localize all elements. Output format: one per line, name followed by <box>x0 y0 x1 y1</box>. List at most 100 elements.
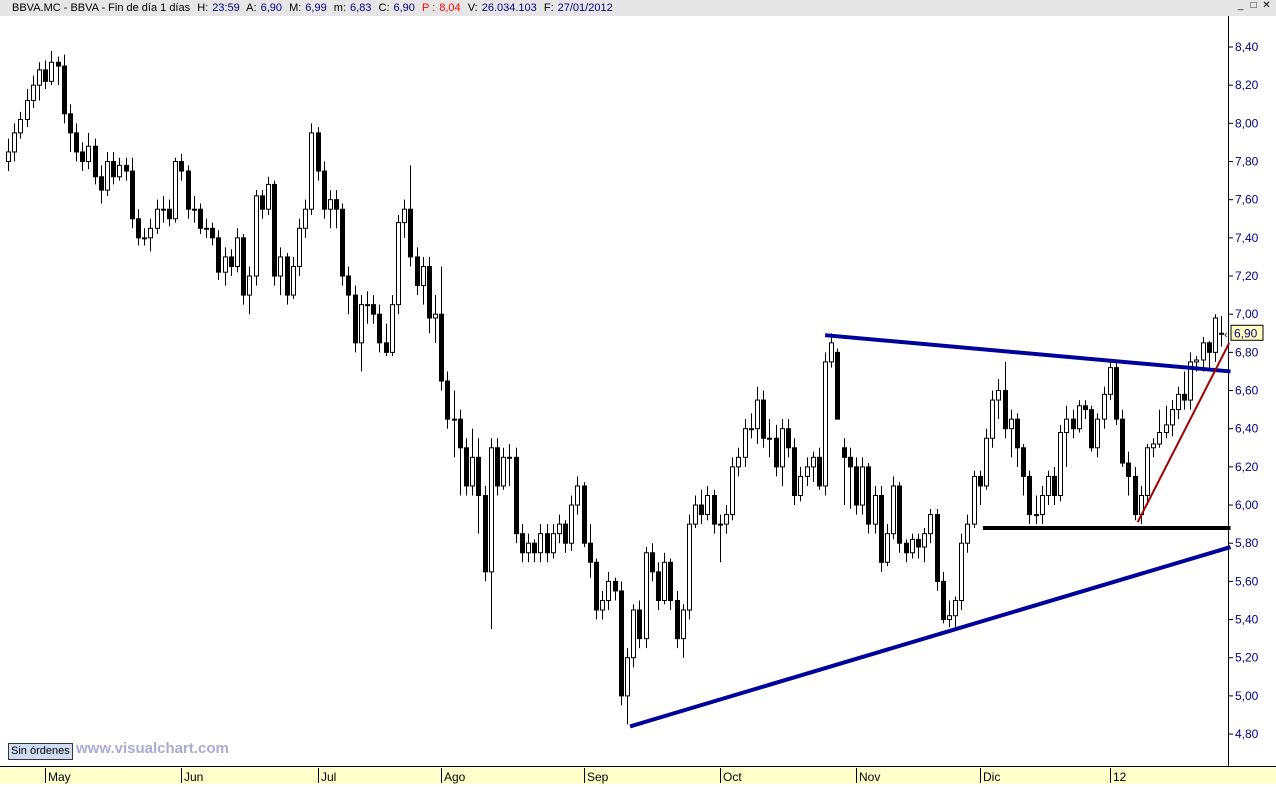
candle-up <box>829 342 834 363</box>
candle-up <box>6 151 11 163</box>
candle-up <box>365 304 370 307</box>
candle-down <box>842 447 847 458</box>
symbol-label: BBVA.MC - BBVA - Fin de día 1 días <box>12 2 191 14</box>
trendline-support[interactable] <box>629 545 1232 729</box>
candle-down <box>916 538 921 548</box>
candle-down <box>1021 447 1026 477</box>
candle-up <box>117 164 122 178</box>
y-tick-label: 7,40 <box>1235 231 1259 245</box>
candle-up <box>1046 475 1051 496</box>
candle-up <box>452 418 457 421</box>
candle-down <box>346 275 351 296</box>
x-month-label: Dic <box>980 768 1000 784</box>
candle-down <box>99 176 104 191</box>
candle-up <box>148 227 153 239</box>
watermark: www.visualchart.com <box>76 740 229 757</box>
hour-value: 23:59 <box>212 2 240 14</box>
chart-header: BBVA.MC - BBVA - Fin de día 1 días H: 23:… <box>0 0 1276 16</box>
candle-down <box>897 485 902 544</box>
candle-down <box>792 447 797 496</box>
candle-down <box>353 294 358 344</box>
candle-up <box>1102 393 1107 420</box>
close-label: C: <box>378 2 390 14</box>
candle-down <box>322 170 327 210</box>
candle-up <box>12 132 17 153</box>
candle-down <box>699 504 704 516</box>
candle-down <box>167 208 172 220</box>
candle-up <box>489 447 494 573</box>
candle-down <box>130 170 135 220</box>
date-value: 27/01/2012 <box>557 2 613 14</box>
candle-up <box>990 399 995 439</box>
candle-up <box>693 504 698 525</box>
candle-up <box>811 456 816 468</box>
candle-down <box>656 571 661 601</box>
y-tick-label: 7,60 <box>1235 193 1259 207</box>
candle-down <box>56 61 61 67</box>
candle-up <box>507 456 512 459</box>
candle-down <box>1126 462 1131 477</box>
candle-up <box>155 208 160 229</box>
candle-up <box>1188 361 1193 401</box>
candle-up <box>501 456 506 487</box>
candle-up <box>736 456 741 468</box>
candle-up <box>1194 359 1199 363</box>
candle-down <box>520 533 525 554</box>
candle-up <box>965 523 970 544</box>
candle-down <box>817 456 822 487</box>
minimize-button[interactable]: _ <box>1237 0 1244 11</box>
candle-up <box>860 466 865 506</box>
volume-value: 26.034.103 <box>481 2 537 14</box>
candle-down <box>1015 418 1020 449</box>
candle-down <box>340 208 345 277</box>
volume-label: V: <box>467 2 478 14</box>
candle-down <box>179 161 184 172</box>
y-tick-label: 5,80 <box>1235 536 1259 550</box>
candle-up <box>687 523 692 611</box>
candle-down <box>786 428 791 449</box>
candle-up <box>1040 494 1045 516</box>
candle-up <box>922 533 927 548</box>
last-price-box <box>1230 324 1264 341</box>
candle-up <box>600 599 605 611</box>
candle-down <box>62 65 67 115</box>
candle-up <box>433 313 438 319</box>
candle-down <box>186 170 191 210</box>
candle-up <box>705 494 710 516</box>
candle-down <box>1089 409 1094 449</box>
candle-up <box>278 256 283 277</box>
price-chart[interactable]: 8,40 8,20 8,00 7,80 7,60 7,40 7,20 7,00 6,80 6,60… <box>0 0 1276 766</box>
candle-down <box>650 552 655 573</box>
candle-down <box>427 265 432 319</box>
candle-up <box>402 208 407 224</box>
candle-down <box>495 447 500 487</box>
candle-up <box>142 237 147 240</box>
candle-down <box>545 533 550 554</box>
candle-down <box>408 208 413 258</box>
candle-up <box>25 99 30 121</box>
orders-button[interactable]: Sin órdenes <box>8 743 73 760</box>
candle-down <box>241 237 246 296</box>
trendline-uptrend[interactable] <box>1136 342 1231 523</box>
candle-down <box>514 456 519 535</box>
candle-down <box>260 195 265 210</box>
candle-down <box>761 399 766 439</box>
candle-down <box>74 132 79 153</box>
candle-up <box>421 265 426 287</box>
candle-down <box>848 456 853 468</box>
candle-up <box>959 542 964 601</box>
y-tick-label: 7,00 <box>1235 307 1259 321</box>
y-tick-label: 5,40 <box>1235 613 1259 627</box>
candle-down <box>588 542 593 563</box>
trendline-resistance[interactable] <box>824 333 1231 374</box>
y-tick-label: 8,20 <box>1235 78 1259 92</box>
candle-up <box>625 657 630 697</box>
candle-up <box>105 161 110 191</box>
candle-down <box>904 542 909 554</box>
candle-up <box>1164 424 1169 434</box>
close-button[interactable]: ✕ <box>1262 0 1271 11</box>
candle-down <box>835 351 840 420</box>
candle-down <box>774 437 779 468</box>
maximize-button[interactable]: □ <box>1250 0 1257 11</box>
candle-down <box>668 561 673 601</box>
